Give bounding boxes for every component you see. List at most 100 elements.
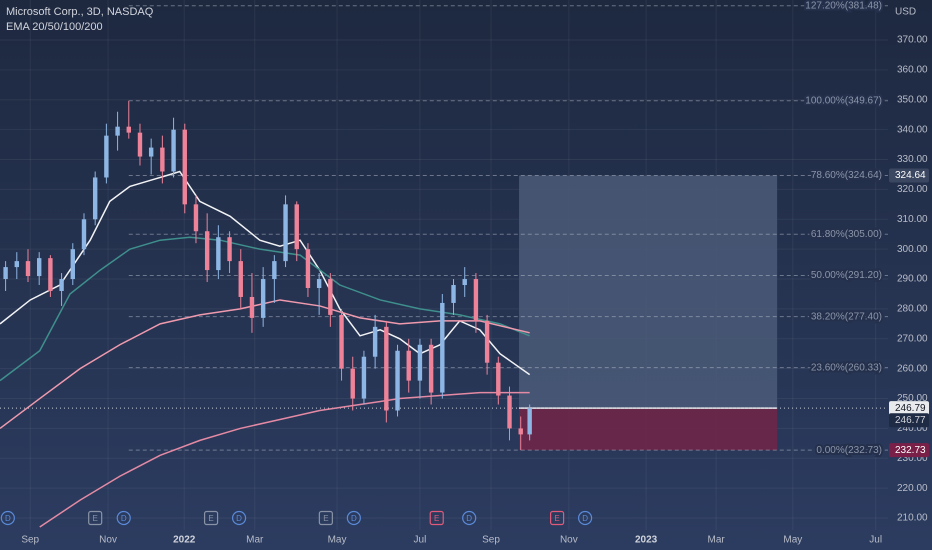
candle-body [316, 279, 322, 289]
event-marker [231, 510, 247, 526]
ema-line [39, 391, 530, 528]
candle-body [350, 368, 355, 399]
candle-body [507, 395, 512, 429]
y-tick-label: 360.00 [897, 65, 928, 76]
y-tick-label: 240.00 [897, 423, 928, 434]
candle-body [160, 147, 165, 172]
fib-label: 78.60%(324.64) [811, 170, 882, 181]
x-tick-label: Mar [707, 535, 725, 546]
x-tick-label: Nov [99, 535, 117, 546]
y-tick-label: 340.00 [897, 124, 928, 135]
candle-body [527, 408, 532, 435]
event-label: D [121, 514, 127, 523]
candle-body [440, 302, 445, 393]
candle-body [115, 126, 120, 136]
price-tag-label: 246.77 [895, 415, 926, 426]
price-tag [889, 168, 929, 183]
candle-body [518, 428, 523, 435]
candle-body [70, 249, 75, 280]
y-tick-label: 330.00 [897, 154, 928, 165]
y-tick-label: 280.00 [897, 304, 928, 315]
y-tick-label: 210.00 [897, 513, 928, 524]
y-tick-label: 350.00 [897, 94, 928, 105]
x-tick-label: May [328, 535, 347, 546]
event-marker [549, 510, 565, 526]
fib-label: 0.00%(232.73) [816, 445, 882, 456]
price-tag-label: 324.64 [895, 170, 926, 181]
candle-body [48, 258, 53, 291]
candle-body [25, 261, 31, 277]
y-tick-label: 300.00 [897, 244, 928, 255]
candle-body [3, 267, 8, 280]
x-tick-label: 2022 [173, 535, 196, 546]
event-marker [318, 510, 333, 526]
event-marker [429, 510, 444, 526]
event-label: D [351, 514, 357, 523]
y-tick-label: 370.00 [897, 35, 928, 46]
x-tick-label: Jul [869, 535, 882, 546]
candle-body [473, 279, 479, 321]
candle-body [305, 249, 311, 289]
candle-body [428, 344, 434, 393]
x-tick-label: Jul [414, 535, 427, 546]
candle-body [406, 350, 411, 381]
candle-body [249, 296, 255, 318]
candle-body [462, 279, 467, 286]
candle-body [361, 356, 367, 399]
candle-body [451, 285, 456, 303]
event-marker [0, 510, 15, 526]
y-tick-label: 250.00 [897, 393, 928, 404]
x-tick-label: Sep [482, 535, 500, 546]
ema-line [0, 170, 531, 376]
fib-label: 61.80%(305.00) [811, 229, 882, 240]
price-tag-label: 232.73 [895, 445, 926, 456]
candle-body [417, 344, 423, 381]
candle-body [36, 258, 42, 277]
fib-label: 50.00%(291.20) [811, 270, 882, 281]
fib-label: 127.20%(381.48) [805, 0, 882, 11]
candle-body [260, 279, 266, 318]
price-tag [889, 443, 929, 458]
loss-zone [519, 408, 778, 451]
candle-body [272, 261, 277, 280]
y-tick-label: 220.00 [897, 483, 928, 494]
ema-line [0, 236, 530, 382]
chart-title: Microsoft Corp., 3D, NASDAQ [6, 6, 154, 18]
x-tick-label: 2023 [635, 535, 658, 546]
candle-body [328, 279, 333, 315]
event-marker [462, 510, 477, 526]
candle-body [59, 279, 64, 291]
fib-label: 100.00%(349.67) [805, 95, 882, 106]
y-tick-label: 270.00 [897, 333, 928, 344]
event-label: D [582, 514, 588, 523]
candle-body [496, 362, 501, 396]
candle-body [204, 231, 210, 271]
candle-body [182, 129, 187, 205]
fib-label: 38.20%(277.40) [811, 311, 882, 322]
candle-body [227, 237, 232, 262]
y-tick-label: 290.00 [897, 274, 928, 285]
price-tag-label: 246.79 [895, 403, 926, 414]
y-tick-label: 230.00 [897, 453, 928, 464]
candle-body [216, 237, 221, 271]
x-tick-label: Mar [246, 535, 264, 546]
candle-body [384, 326, 389, 411]
y-tick-label: 260.00 [897, 363, 928, 374]
candle-body [294, 204, 299, 250]
x-tick-label: Nov [560, 535, 578, 546]
profit-zone [519, 175, 778, 409]
candle-body [171, 129, 176, 172]
event-marker [116, 510, 131, 526]
event-marker [88, 510, 103, 526]
price-tag [889, 413, 929, 428]
event-label: D [466, 514, 472, 523]
price-tag [889, 401, 929, 416]
event-label: E [554, 514, 559, 523]
candle-body [104, 135, 109, 178]
x-tick-label: May [783, 535, 802, 546]
fib-label: 23.60%(260.33) [811, 362, 882, 373]
indicator-label: EMA 20/50/100/200 [6, 21, 103, 33]
currency: USD [895, 7, 916, 18]
